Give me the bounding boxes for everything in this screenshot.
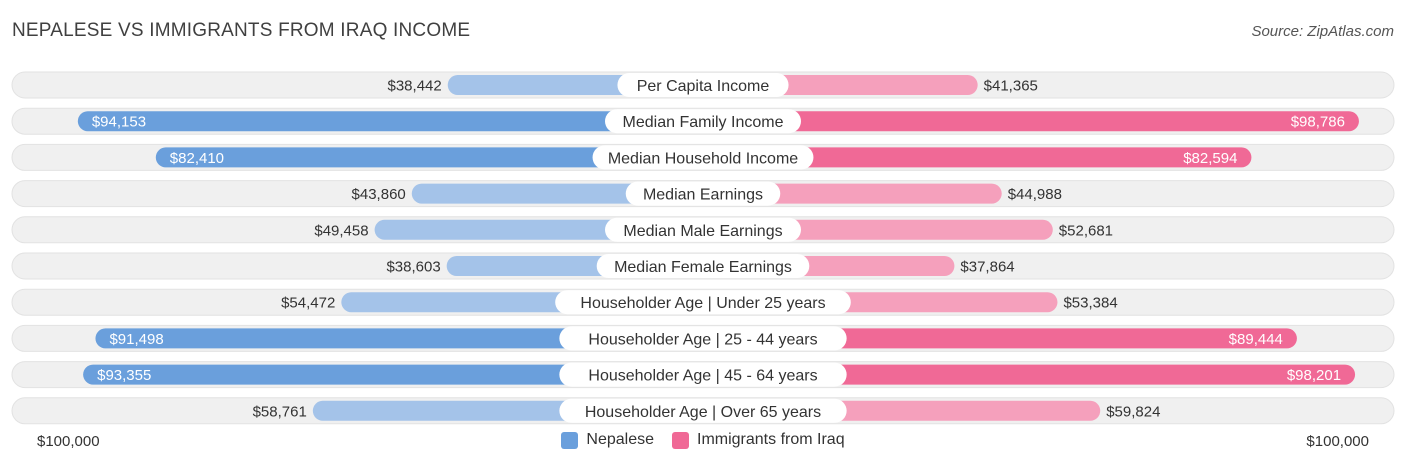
category-label: Householder Age | Under 25 years xyxy=(580,295,825,312)
category-label: Median Family Income xyxy=(623,114,784,131)
category-pill xyxy=(605,109,801,134)
category-label: Median Female Earnings xyxy=(614,259,792,276)
bar-nepalese xyxy=(95,328,704,349)
axis-left-label: $100,000 xyxy=(37,433,100,450)
value-label-iraq: $98,201 xyxy=(1287,367,1341,384)
legend-swatch-nepalese xyxy=(561,431,579,449)
category-pill xyxy=(559,326,847,351)
legend: Nepalese Immigrants from Iraq xyxy=(0,431,1406,449)
category-label: Householder Age | Over 65 years xyxy=(585,404,821,421)
value-label-nepalese: $38,442 xyxy=(388,78,442,95)
legend-item-iraq[interactable]: Immigrants from Iraq xyxy=(672,431,845,449)
source-label: Source: ZipAtlas.com xyxy=(1251,23,1394,40)
legend-label-nepalese: Nepalese xyxy=(586,431,654,448)
axis-right-label: $100,000 xyxy=(1306,433,1369,450)
category-pill xyxy=(625,181,781,206)
value-label-nepalese: $54,472 xyxy=(281,295,335,312)
legend-item-nepalese[interactable]: Nepalese xyxy=(561,431,654,449)
category-pill xyxy=(596,254,810,278)
value-label-iraq: $89,444 xyxy=(1229,331,1283,348)
legend-swatch-iraq xyxy=(672,431,689,449)
value-label-nepalese: $49,458 xyxy=(314,222,368,239)
bar-nepalese xyxy=(155,147,703,168)
value-label-nepalese: $82,410 xyxy=(170,150,224,167)
bar-iraq xyxy=(703,364,1356,385)
value-label-iraq: $52,681 xyxy=(1059,222,1113,239)
value-label-nepalese: $93,355 xyxy=(97,367,151,384)
value-label-nepalese: $38,603 xyxy=(386,259,440,276)
category-label: Householder Age | 45 - 64 years xyxy=(588,368,817,385)
category-label: Median Male Earnings xyxy=(623,223,782,240)
legend-label-iraq: Immigrants from Iraq xyxy=(697,431,845,448)
value-label-nepalese: $43,860 xyxy=(352,186,406,203)
value-label-iraq: $82,594 xyxy=(1183,150,1237,167)
value-label-nepalese: $91,498 xyxy=(109,331,163,348)
category-pill xyxy=(605,217,801,242)
category-label: Median Household Income xyxy=(608,150,798,167)
value-label-iraq: $41,365 xyxy=(984,78,1038,95)
bar-iraq xyxy=(703,111,1359,132)
category-label: Householder Age | 25 - 44 years xyxy=(588,331,817,348)
category-label: Median Earnings xyxy=(643,187,763,204)
category-pill xyxy=(592,145,814,170)
bar-iraq xyxy=(703,328,1297,349)
category-pill xyxy=(559,398,847,423)
value-label-nepalese: $58,761 xyxy=(253,403,307,420)
category-label: Per Capita Income xyxy=(637,78,770,95)
bar-nepalese xyxy=(83,364,703,385)
value-label-iraq: $37,864 xyxy=(960,259,1014,276)
value-label-iraq: $98,786 xyxy=(1291,114,1345,131)
bar-nepalese xyxy=(77,111,703,132)
category-pill xyxy=(617,73,789,97)
chart-title: NEPALESE VS IMMIGRANTS FROM IRAQ INCOME xyxy=(12,20,471,41)
category-pill xyxy=(559,362,847,387)
value-label-iraq: $59,824 xyxy=(1106,403,1160,420)
value-label-iraq: $44,988 xyxy=(1008,186,1062,203)
value-label-nepalese: $94,153 xyxy=(92,114,146,131)
category-pill xyxy=(555,290,851,315)
value-label-iraq: $53,384 xyxy=(1063,295,1117,312)
bar-iraq xyxy=(703,147,1252,168)
